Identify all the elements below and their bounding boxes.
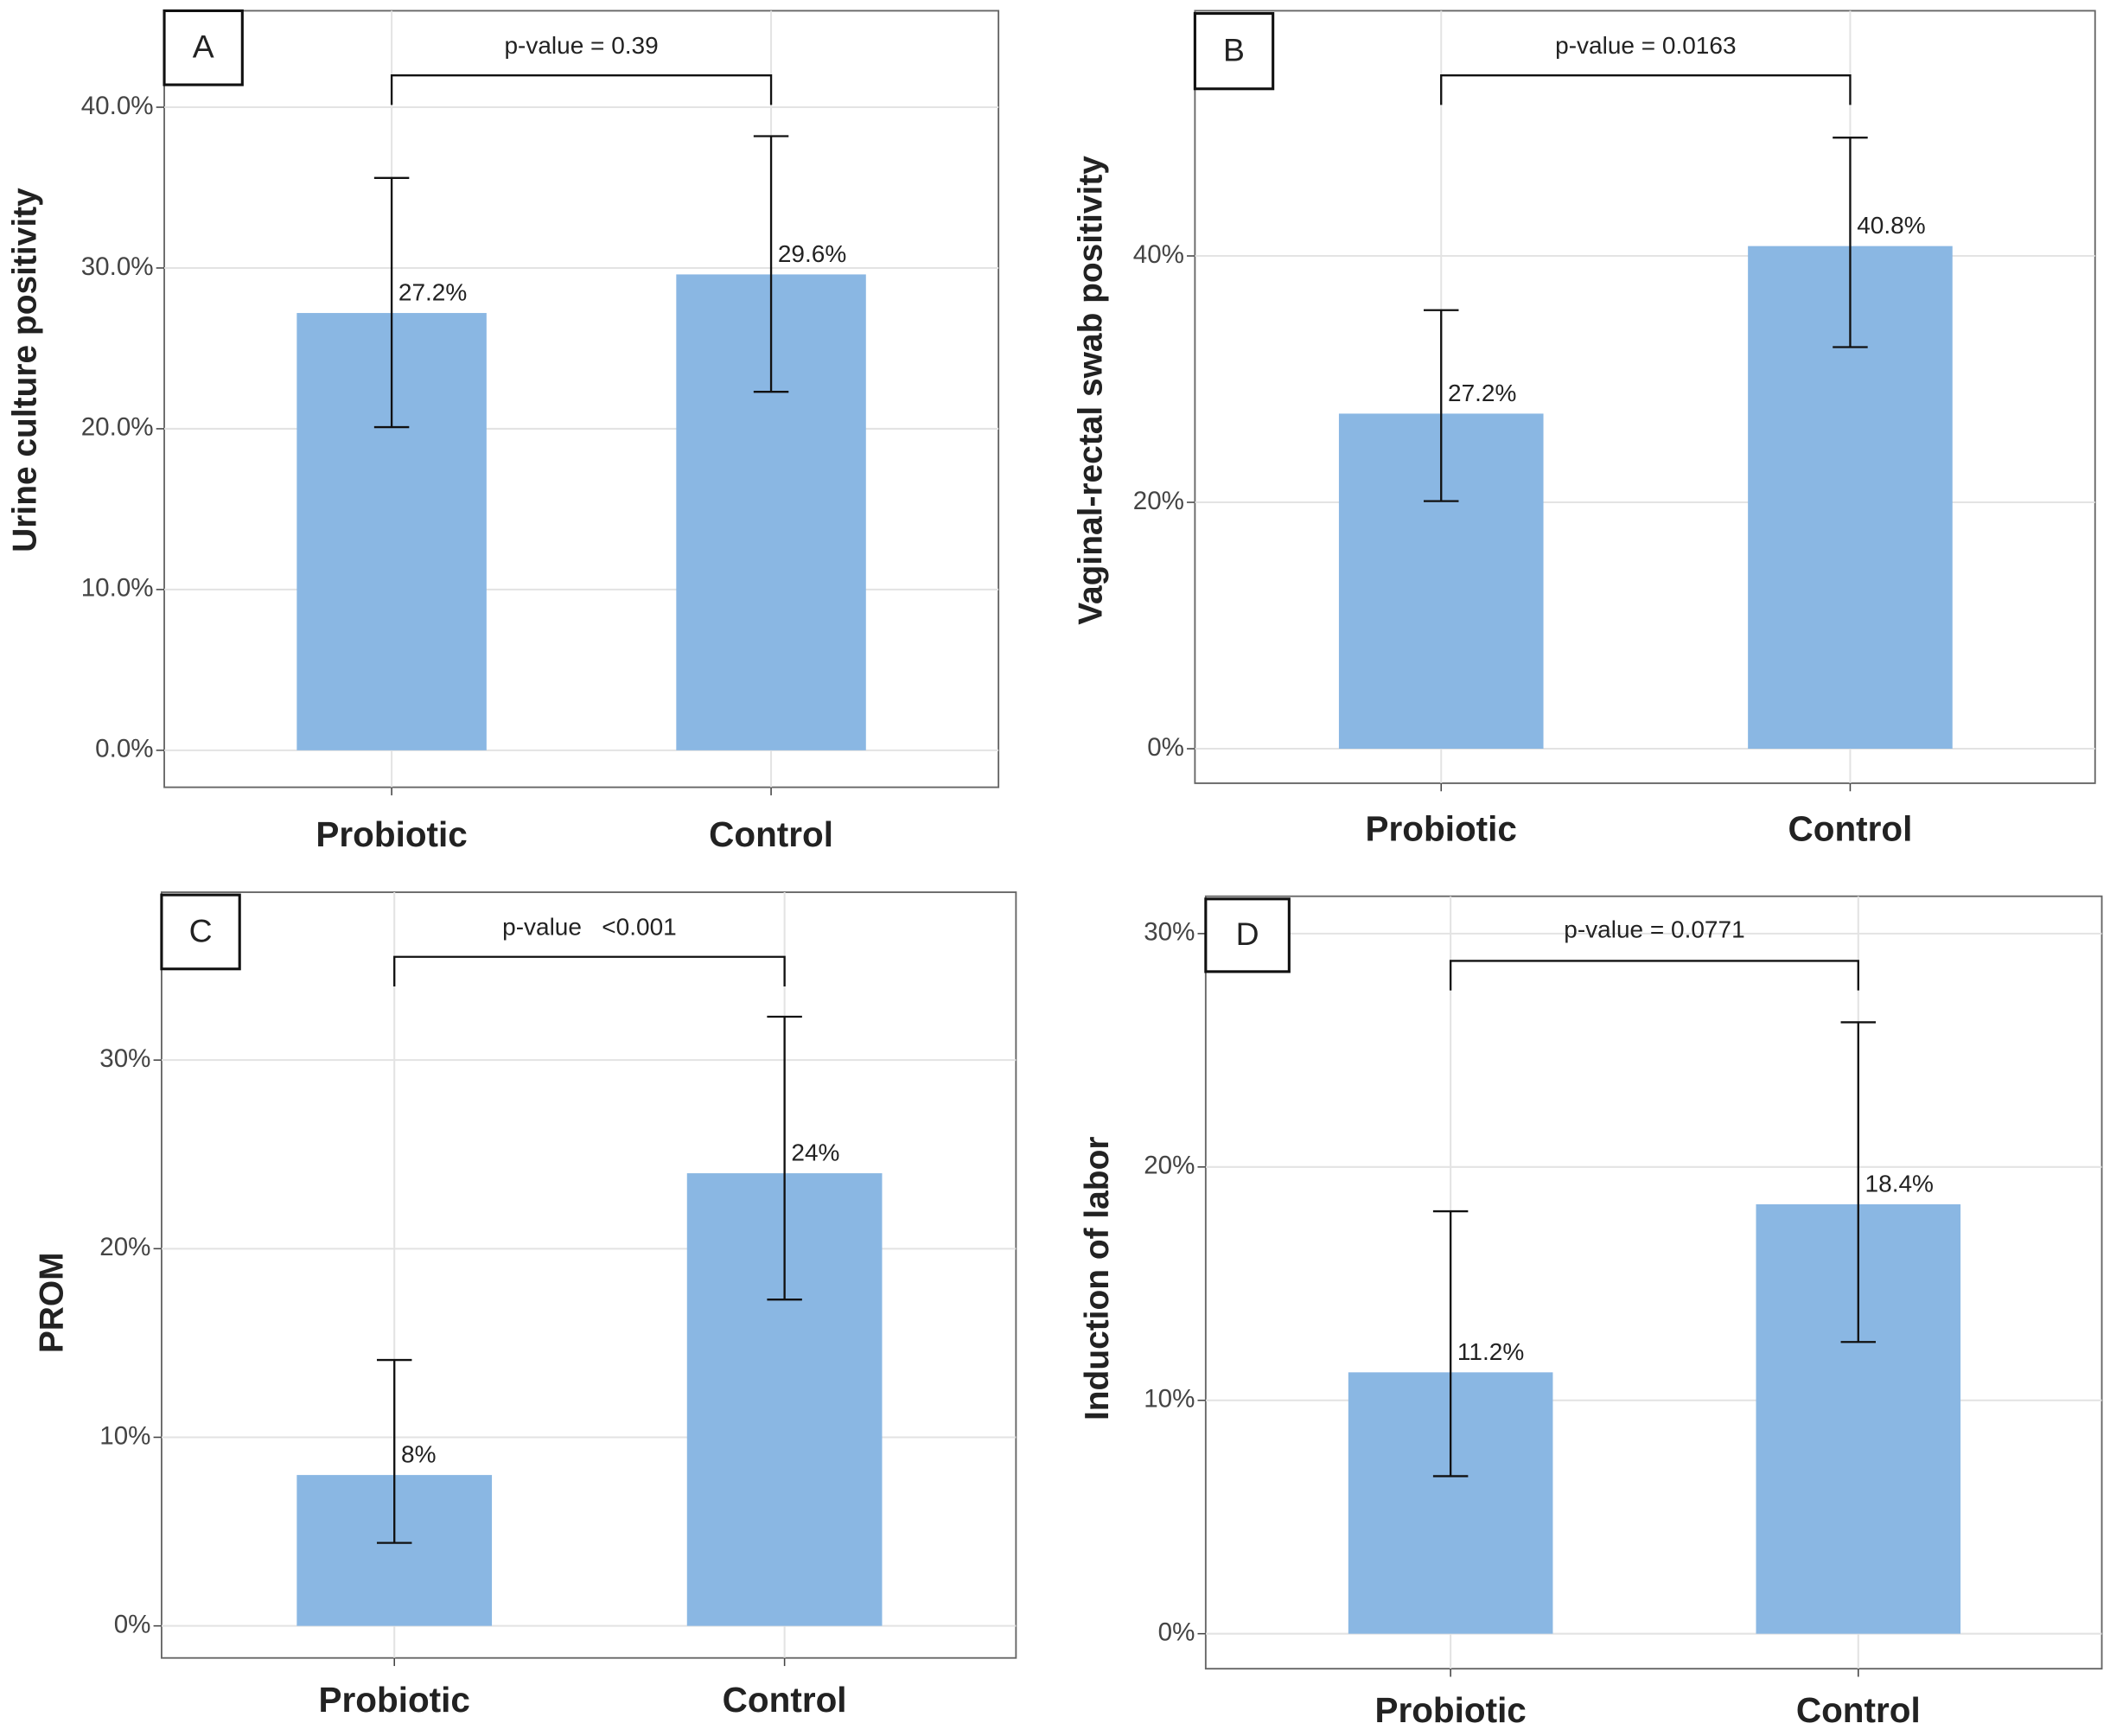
value-label: 27.2%	[398, 279, 467, 306]
x-tick-label: Control	[1788, 809, 1913, 849]
p-value-annotation: p-value = 0.0771	[1564, 916, 1744, 943]
y-axis-label: PROM	[34, 1252, 71, 1353]
panel-label-box	[163, 9, 244, 86]
p-value-annotation: p-value = 0.39	[504, 32, 658, 59]
value-label: 24%	[791, 1139, 839, 1166]
x-tick-label: Control	[709, 814, 833, 854]
y-tick-label: 10%	[99, 1421, 150, 1450]
y-tick-label: 10%	[1144, 1385, 1195, 1414]
value-label: 11.2%	[1457, 1338, 1524, 1365]
x-tick-label: Probiotic	[1366, 809, 1517, 849]
value-label: 18.4%	[1865, 1171, 1934, 1197]
panel-label: A	[193, 29, 214, 65]
y-tick-label: 0.0%	[95, 735, 153, 763]
y-tick-label: 0%	[1147, 733, 1184, 762]
panel-label-box	[160, 893, 241, 971]
y-tick-label: 30.0%	[81, 252, 154, 281]
y-tick-label: 20%	[1133, 487, 1184, 515]
panel-frame	[163, 10, 1000, 788]
x-tick-label: Probiotic	[316, 814, 467, 854]
panel-label: D	[1236, 916, 1259, 952]
significance-bracket	[1449, 960, 1859, 991]
significance-bracket	[1440, 74, 1852, 105]
x-tick-label: Probiotic	[319, 1680, 470, 1720]
y-tick-label: 40%	[1133, 240, 1184, 269]
panel-label: C	[189, 912, 213, 948]
panel-frame	[1204, 895, 2103, 1670]
value-label: 29.6%	[778, 240, 846, 267]
y-tick-label: 10.0%	[81, 574, 154, 603]
x-tick-label: Probiotic	[1374, 1690, 1526, 1730]
y-tick-label: 0%	[1158, 1618, 1195, 1646]
value-label: 27.2%	[1448, 380, 1516, 406]
p-value-annotation: p-value = 0.0163	[1555, 32, 1736, 59]
y-tick-label: 30%	[1144, 918, 1195, 947]
y-axis-label: Induction of labor	[1079, 1137, 1116, 1421]
y-tick-label: 20.0%	[81, 413, 154, 442]
significance-bracket	[393, 955, 786, 986]
y-axis-label: Vaginal-rectal swab positivity	[1072, 156, 1109, 625]
y-tick-label: 30%	[99, 1044, 150, 1073]
y-tick-label: 0%	[114, 1610, 151, 1638]
panel-label: B	[1223, 32, 1245, 68]
panel-frame	[1194, 10, 2096, 784]
value-label: 40.8%	[1857, 212, 1925, 239]
panel-label-box	[1193, 12, 1275, 91]
significance-bracket	[390, 74, 773, 105]
value-label: 8%	[401, 1441, 436, 1468]
y-tick-label: 40.0%	[81, 92, 154, 120]
y-tick-label: 20%	[1144, 1152, 1195, 1180]
y-axis-label: Urine culture positivity	[7, 188, 44, 552]
p-value-annotation: p-value <0.001	[502, 913, 677, 940]
panel-frame	[160, 891, 1017, 1659]
y-tick-label: 20%	[99, 1233, 150, 1261]
x-tick-label: Control	[723, 1680, 847, 1720]
panel-label-box	[1204, 897, 1291, 973]
x-tick-label: Control	[1796, 1690, 1921, 1730]
